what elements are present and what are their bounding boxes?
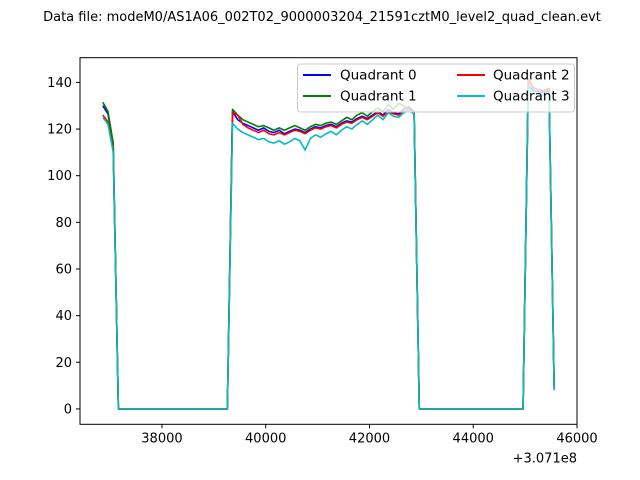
x-tick-label: 40000 [245,431,286,446]
y-tick-label: 120 [47,123,72,138]
y-tick-label: 140 [47,76,72,91]
y-tick-label: 80 [55,216,72,231]
series-line-quadrant-3 [102,86,555,410]
axis-ticks: 38000 40000 42000 44000 46000 0 20 40 60 80 100 120… [47,76,598,466]
x-tick-label: 44000 [453,431,494,446]
plot-frame [79,57,578,425]
series-lines [102,78,555,410]
series-line-quadrant-1 [102,80,555,410]
chart-title: Data file: modeM0/AS1A06_002T02_90000032… [43,10,601,25]
axes-frame [79,57,578,425]
legend-box [297,63,575,113]
series-line-quadrant-2 [102,78,555,410]
series-line-quadrant-0 [102,85,555,410]
y-tick-label: 20 [55,356,72,371]
x-tick-label: 38000 [141,431,182,446]
legend: Quadrant 0 Quadrant 1 Quadrant 2 Quadran… [297,63,575,113]
legend-label-quadrant-3: Quadrant 3 [493,89,570,105]
legend-label-quadrant-2: Quadrant 2 [493,68,570,84]
y-tick-label: 40 [55,309,72,324]
y-tick-label: 0 [64,402,72,417]
x-axis-offset-label: +3.071e8 [513,451,577,466]
x-tick-label: 42000 [349,431,390,446]
legend-label-quadrant-1: Quadrant 1 [340,89,417,105]
legend-label-quadrant-0: Quadrant 0 [340,68,417,84]
y-tick-label: 60 [55,262,72,277]
x-tick-label: 46000 [556,431,597,446]
y-tick-label: 100 [47,169,72,184]
